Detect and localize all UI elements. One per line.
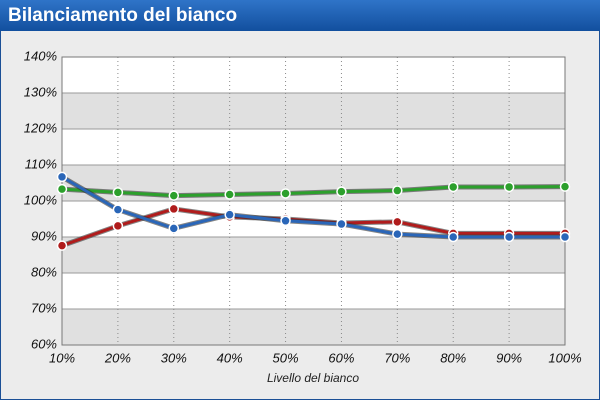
x-tick-label: 80% xyxy=(440,350,466,365)
x-tick-label: 70% xyxy=(384,350,410,365)
plot-border xyxy=(61,56,566,346)
x-tick-label: 60% xyxy=(328,350,354,365)
point xyxy=(168,190,180,201)
header xyxy=(0,0,600,31)
line xyxy=(61,175,565,239)
point xyxy=(56,183,68,195)
y-tick-label: 120% xyxy=(24,120,57,135)
point xyxy=(280,188,291,199)
point xyxy=(503,181,515,193)
x-tick-label: 30% xyxy=(161,350,187,365)
y-tick-label: 130% xyxy=(24,84,57,99)
grid-band xyxy=(62,93,565,129)
line xyxy=(61,185,566,198)
grid-band xyxy=(62,309,565,345)
point xyxy=(112,220,124,232)
point xyxy=(447,181,459,193)
point xyxy=(503,231,515,243)
x-tick-label: 90% xyxy=(496,350,522,365)
x-tick-label: 40% xyxy=(217,350,243,365)
point xyxy=(280,215,291,227)
grid-band xyxy=(62,237,565,273)
x-tick-label: 20% xyxy=(104,350,131,365)
point xyxy=(224,189,235,200)
point xyxy=(559,231,571,243)
x-tick-label: 10% xyxy=(49,350,75,365)
point xyxy=(168,203,180,215)
chart-title: Bilanciamento del bianco xyxy=(8,5,237,26)
point xyxy=(56,240,68,251)
point xyxy=(336,218,347,230)
y-tick-label: 110% xyxy=(25,156,57,171)
point xyxy=(392,216,403,228)
point xyxy=(392,228,403,240)
y-tick-label: 80% xyxy=(31,264,57,279)
point xyxy=(559,181,571,192)
point xyxy=(336,186,347,197)
point xyxy=(392,185,403,196)
point xyxy=(168,223,180,234)
y-tick-label: 140% xyxy=(24,48,57,63)
y-tick-label: 60% xyxy=(31,336,57,351)
point xyxy=(447,231,459,243)
point xyxy=(112,204,124,215)
y-tick-label: 70% xyxy=(31,300,57,315)
point xyxy=(224,209,235,220)
y-tick-label: 90% xyxy=(31,228,57,243)
y-tick-label: 100% xyxy=(24,192,57,207)
x-tick-label: 50% xyxy=(273,350,299,365)
x-axis-label: Livello del bianco xyxy=(267,371,359,385)
x-tick-label: 100% xyxy=(548,350,581,365)
point xyxy=(56,171,68,183)
point xyxy=(112,187,124,198)
